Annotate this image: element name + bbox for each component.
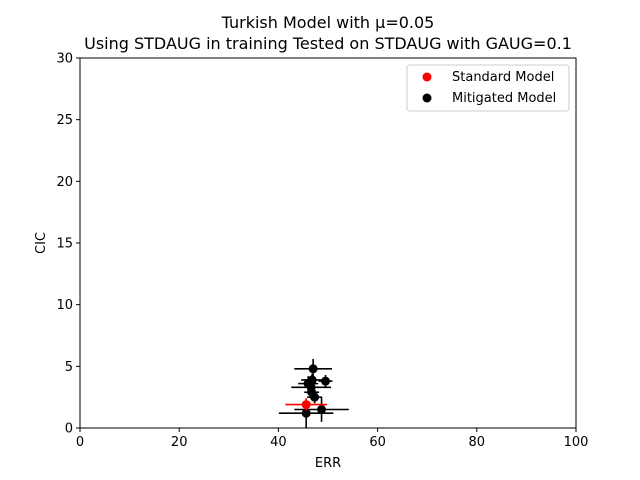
data-series-layer [278,358,349,428]
series-mitigated-model [278,358,349,428]
series-standard-model [285,398,328,411]
y-tick-label: 5 [65,360,73,375]
x-tick-label: 40 [270,435,287,450]
chart-subtitle: Using STDAUG in training Tested on STDAU… [84,34,572,53]
data-point [308,364,318,374]
y-tick-label: 0 [65,422,73,437]
x-axis-ticks: 0 20 40 60 80 100 [76,428,589,450]
y-tick-label: 30 [56,52,73,67]
legend-label-standard: Standard Model [452,70,554,85]
legend-box [406,64,570,112]
plot-area [79,57,577,429]
y-axis-label: CIC [34,232,49,254]
x-axis-label: ERR [315,456,341,471]
legend: Standard Model Mitigated Model [406,64,570,112]
y-tick-label: 10 [56,298,73,313]
y-tick-label: 15 [56,237,73,252]
legend-label-mitigated: Mitigated Model [452,91,556,106]
legend-marker-standard [422,72,432,82]
x-tick-label: 80 [469,435,486,450]
data-point [321,376,331,386]
x-tick-label: 0 [76,435,84,450]
x-tick-label: 60 [369,435,386,450]
legend-marker-mitigated [422,93,432,103]
data-point [317,405,327,414]
data-point [310,392,320,402]
y-tick-label: 20 [56,175,73,190]
data-point [301,408,311,418]
x-tick-label: 20 [171,435,188,450]
data-point [301,400,311,410]
x-tick-label: 100 [564,435,589,450]
y-tick-label: 25 [56,113,73,128]
y-axis-ticks: 0 5 10 15 20 25 30 [56,52,80,437]
chart-title: Turkish Model with μ=0.05 [221,13,435,32]
